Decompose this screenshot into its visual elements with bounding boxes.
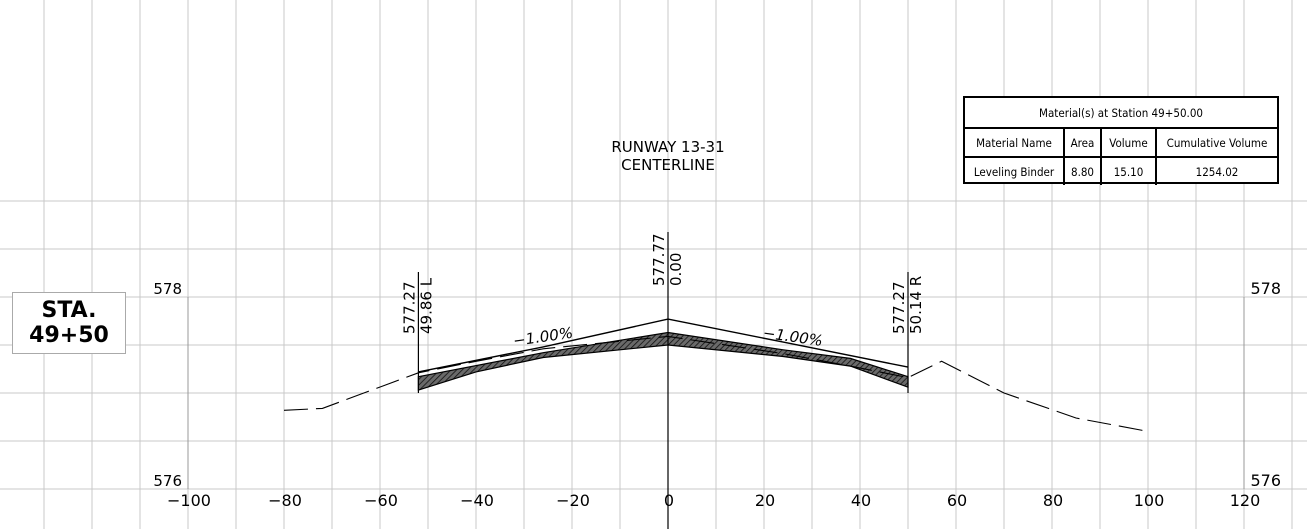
station-label-line-2: 49+50 bbox=[29, 323, 109, 348]
x-tick-label: −100 bbox=[167, 491, 211, 510]
x-tick-label: 40 bbox=[851, 491, 871, 510]
point-label: 577.27 49.86 L bbox=[400, 277, 435, 334]
cell-material-name: Leveling Binder bbox=[965, 158, 1065, 185]
header-volume: Volume bbox=[1102, 129, 1157, 156]
x-tick-label: 100 bbox=[1134, 491, 1165, 510]
x-tick-label: 80 bbox=[1043, 491, 1063, 510]
slope-label: −1.00% bbox=[762, 324, 824, 350]
cell-area: 8.80 bbox=[1065, 158, 1102, 185]
point-label-offset: 50.14 R bbox=[907, 276, 925, 334]
table-row: Leveling Binder 8.80 15.10 1254.02 bbox=[965, 158, 1277, 185]
point-label-elevation: 577.27 bbox=[400, 282, 418, 335]
elevation-label-right: 578 bbox=[1250, 279, 1281, 298]
x-tick-label: 0 bbox=[664, 491, 674, 510]
x-tick-label: 120 bbox=[1230, 491, 1261, 510]
elevation-label-left: 576 bbox=[153, 472, 182, 490]
point-label-elevation: 577.77 bbox=[650, 234, 668, 287]
header-cumulative-volume: Cumulative Volume bbox=[1166, 135, 1268, 150]
elevation-label-right: 576 bbox=[1250, 471, 1281, 490]
point-label: 577.77 0.00 bbox=[650, 234, 685, 287]
x-tick-label: 20 bbox=[755, 491, 775, 510]
slope-label: −1.00% bbox=[512, 324, 574, 350]
point-label-offset: 0.00 bbox=[667, 253, 685, 286]
x-tick-label: −60 bbox=[364, 491, 398, 510]
x-tick-label: −20 bbox=[556, 491, 590, 510]
point-label-offset: 49.86 L bbox=[417, 277, 435, 334]
centerline-label-line: CENTERLINE bbox=[621, 156, 715, 174]
point-label-elevation: 577.27 bbox=[890, 282, 908, 335]
leveling-binder-area bbox=[417, 331, 909, 391]
station-label-box: STA. 49+50 bbox=[12, 292, 126, 354]
chart-marks bbox=[283, 232, 1149, 529]
x-tick-label: 60 bbox=[947, 491, 967, 510]
header-area: Area bbox=[1065, 129, 1102, 156]
x-tick-label: −80 bbox=[268, 491, 302, 510]
station-label-line-1: STA. bbox=[41, 298, 97, 323]
materials-table: Material(s) at Station 49+50.00 Material… bbox=[963, 96, 1279, 185]
centerline-label-line: RUNWAY 13-31 bbox=[611, 138, 724, 156]
materials-table-title: Material(s) at Station 49+50.00 bbox=[965, 98, 1277, 129]
elevation-label-left: 578 bbox=[153, 280, 182, 298]
point-label: 577.27 50.14 R bbox=[890, 276, 925, 334]
header-material-name: Material Name bbox=[965, 129, 1065, 156]
materials-table-header-row: Material Name Area Volume Cumulative Vol… bbox=[965, 129, 1277, 158]
cell-volume: 15.10 bbox=[1102, 158, 1157, 185]
cell-cumulative-volume: 1254.02 bbox=[1195, 164, 1239, 179]
x-tick-label: −40 bbox=[460, 491, 494, 510]
